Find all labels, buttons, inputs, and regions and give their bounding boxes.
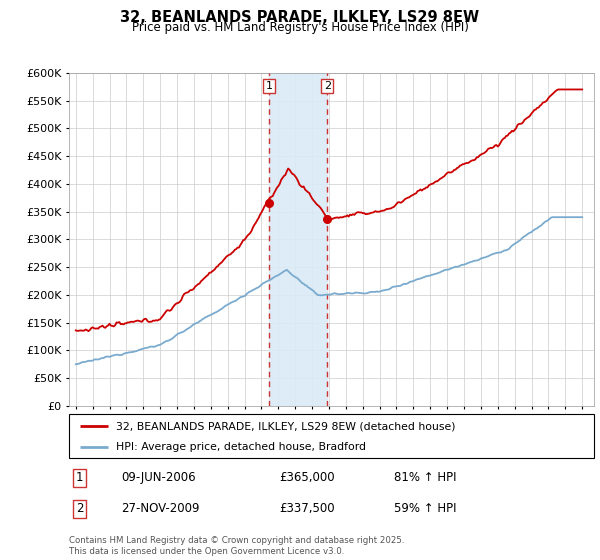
Text: 32, BEANLANDS PARADE, ILKLEY, LS29 8EW (detached house): 32, BEANLANDS PARADE, ILKLEY, LS29 8EW (…	[116, 422, 456, 431]
Text: HPI: Average price, detached house, Bradford: HPI: Average price, detached house, Brad…	[116, 442, 366, 452]
Text: 32, BEANLANDS PARADE, ILKLEY, LS29 8EW: 32, BEANLANDS PARADE, ILKLEY, LS29 8EW	[121, 10, 479, 25]
Text: 81% ↑ HPI: 81% ↑ HPI	[395, 471, 457, 484]
Text: Contains HM Land Registry data © Crown copyright and database right 2025.
This d: Contains HM Land Registry data © Crown c…	[69, 536, 404, 556]
Text: 2: 2	[324, 81, 331, 91]
Text: Price paid vs. HM Land Registry's House Price Index (HPI): Price paid vs. HM Land Registry's House …	[131, 21, 469, 34]
Text: 09-JUN-2006: 09-JUN-2006	[121, 471, 196, 484]
Text: £365,000: £365,000	[279, 471, 335, 484]
Text: 1: 1	[76, 471, 83, 484]
Bar	[269, 73, 327, 406]
Text: 2: 2	[76, 502, 83, 515]
Text: 27-NOV-2009: 27-NOV-2009	[121, 502, 200, 515]
FancyBboxPatch shape	[69, 414, 594, 458]
Text: 1: 1	[265, 81, 272, 91]
Text: £337,500: £337,500	[279, 502, 335, 515]
Text: 59% ↑ HPI: 59% ↑ HPI	[395, 502, 457, 515]
